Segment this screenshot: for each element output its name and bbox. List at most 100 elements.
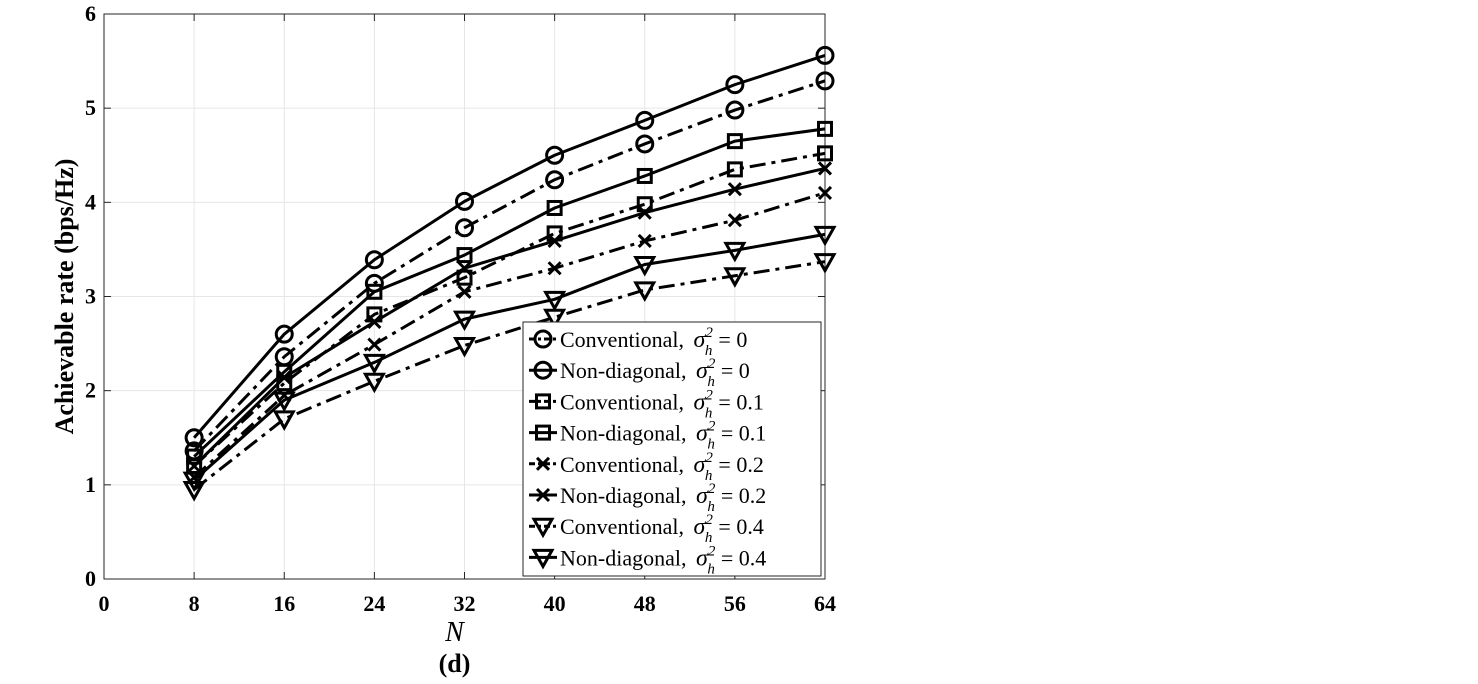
- legend-sigma: σ: [694, 514, 707, 540]
- data-point: [725, 100, 745, 120]
- data-point: [637, 233, 652, 249]
- legend-label-prefix: Non-diagonal,: [560, 483, 692, 508]
- series-line: [193, 79, 826, 452]
- legend-entry: Non-diagonal, σ2 h = 0.2: [529, 481, 766, 515]
- series-line: [192, 54, 826, 439]
- legend-label-prefix: Conventional,: [560, 514, 690, 539]
- legend-sigma: σ: [696, 358, 709, 384]
- y-tick-label: 3: [85, 284, 96, 309]
- data-point: [455, 191, 474, 211]
- data-point: [815, 71, 835, 91]
- legend-eq: =: [721, 421, 739, 446]
- legend-eq: =: [718, 389, 736, 414]
- series-line: [193, 191, 826, 479]
- legend-subscript: h: [707, 374, 715, 390]
- legend-sigma: σ: [696, 483, 709, 509]
- legend-label: Non-diagonal, σ2 h = 0: [560, 356, 750, 390]
- legend-subscript: h: [705, 343, 713, 359]
- x-tick-label: 40: [544, 591, 566, 616]
- legend-label: Conventional, σ2 h = 0.2: [560, 450, 764, 484]
- legend-value: 0.2: [736, 452, 764, 477]
- y-tick-label: 6: [85, 1, 96, 26]
- legend-sup: 2: [705, 387, 713, 403]
- legend-entry: Conventional, σ2 h = 0.1: [529, 387, 764, 421]
- legend-sup: 2: [708, 481, 716, 497]
- legend-sigma: σ: [694, 327, 707, 353]
- legend-value: 0.2: [739, 483, 767, 508]
- data-point: [813, 225, 837, 247]
- legend-sigma: σ: [694, 452, 707, 478]
- legend-marker: [533, 360, 553, 380]
- series-line: [193, 127, 826, 458]
- series-1: [184, 45, 835, 448]
- data-point: [817, 185, 833, 200]
- y-tick-label: 5: [85, 95, 96, 120]
- legend-sigma: σ: [694, 389, 707, 415]
- data-point: [456, 247, 473, 264]
- legend-entry: Conventional, σ2 h = 0: [529, 325, 747, 359]
- legend-sup: 2: [705, 450, 713, 466]
- legend-sup: 2: [705, 325, 713, 341]
- data-point: [546, 199, 563, 216]
- legend-marker: [535, 456, 551, 471]
- data-point: [817, 145, 833, 162]
- data-point: [635, 134, 655, 154]
- legend-entry: Non-diagonal, σ2 h = 0: [529, 356, 750, 390]
- legend-marker: [533, 329, 553, 349]
- data-point: [545, 145, 565, 165]
- legend-eq: =: [718, 452, 736, 477]
- data-point: [362, 353, 386, 375]
- data-point: [723, 241, 747, 263]
- legend-label: Conventional, σ2 h = 0.4: [560, 512, 764, 546]
- legend-label: Conventional, σ2 h = 0.1: [560, 387, 764, 421]
- x-tick-label: 48: [634, 591, 656, 616]
- legend-label-prefix: Non-diagonal,: [560, 358, 692, 383]
- legend-sup: 2: [708, 543, 716, 559]
- data-point: [366, 283, 383, 300]
- data-point: [637, 205, 652, 220]
- data-point: [186, 448, 203, 465]
- series-line: [193, 166, 826, 468]
- data-point: [456, 269, 473, 286]
- data-point: [543, 290, 567, 312]
- legend-value: 0: [739, 358, 750, 383]
- series-line: [193, 232, 826, 482]
- data-point: [182, 481, 206, 502]
- legend-eq: =: [721, 545, 739, 570]
- legend-entry: Non-diagonal, σ2 h = 0.1: [529, 419, 766, 453]
- legend-marker: [531, 548, 555, 570]
- data-point: [635, 110, 655, 130]
- legend-value: 0.1: [739, 421, 767, 446]
- legend-eq: =: [721, 483, 739, 508]
- legend-subscript: h: [707, 437, 715, 453]
- data-point: [727, 182, 742, 197]
- data-point: [457, 261, 472, 276]
- series-3: [186, 120, 833, 465]
- legend-marker: [531, 517, 555, 539]
- x-tick-label: 0: [99, 591, 110, 616]
- data-point: [184, 428, 204, 448]
- data-point: [815, 45, 835, 65]
- series: [182, 45, 837, 502]
- legend-label-prefix: Non-diagonal,: [560, 545, 692, 570]
- legend-value: 0.1: [736, 389, 764, 414]
- data-point: [545, 170, 565, 190]
- data-point: [455, 218, 474, 238]
- series-7: [182, 225, 837, 493]
- legend-subscript: h: [707, 499, 715, 515]
- legend-label-prefix: Non-diagonal,: [560, 421, 692, 446]
- legend-sup: 2: [708, 356, 716, 372]
- legend-label-prefix: Conventional,: [560, 327, 690, 352]
- y-tick-label: 1: [85, 472, 96, 497]
- legend-marker: [535, 393, 551, 410]
- legend-marker: [535, 424, 551, 441]
- legend-sup: 2: [708, 419, 716, 435]
- legend-entry: Conventional, σ2 h = 0.2: [529, 450, 764, 484]
- data-point: [817, 161, 833, 176]
- legend-sigma: σ: [696, 545, 709, 571]
- series-5: [187, 161, 833, 474]
- data-point: [547, 233, 562, 249]
- data-point: [452, 310, 477, 332]
- legend-subscript: h: [705, 468, 713, 484]
